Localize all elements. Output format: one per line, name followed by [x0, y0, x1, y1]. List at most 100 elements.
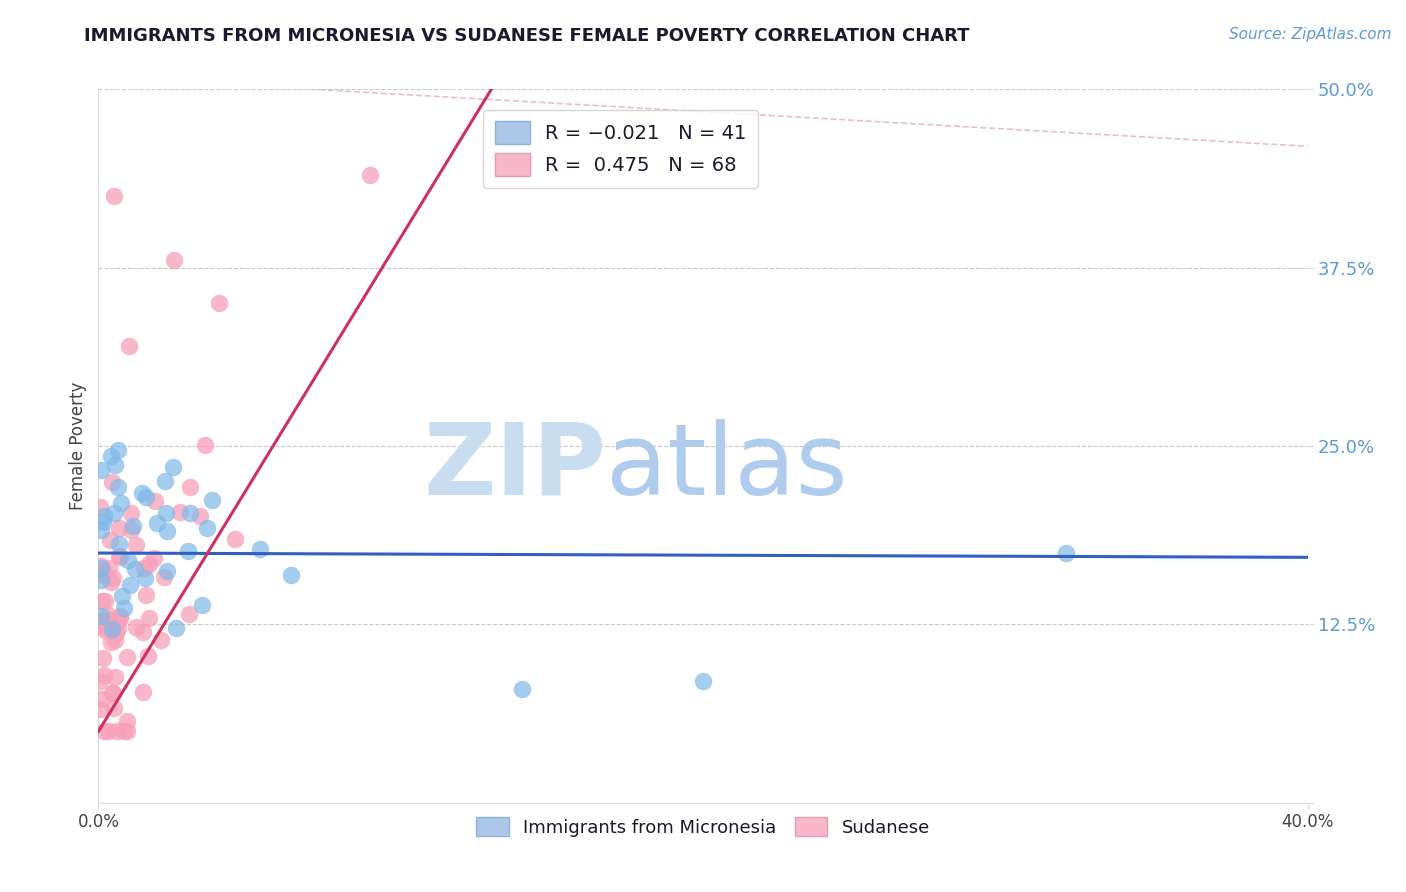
Point: [121, 519, 143, 533]
Point: [107, 480, 129, 494]
Point: [163, 253, 186, 268]
Point: [188, 508, 211, 523]
Point: [110, 496, 132, 510]
Point: [201, 493, 224, 508]
Point: [177, 543, 200, 558]
Point: [120, 506, 142, 520]
Point: [132, 685, 155, 699]
Point: [100, 635, 122, 649]
Point: [108, 611, 131, 625]
Point: [103, 507, 125, 521]
Point: [142, 550, 165, 565]
Point: [89, 500, 111, 514]
Point: [104, 669, 127, 683]
Point: [93, 567, 115, 582]
Text: atlas: atlas: [606, 419, 848, 516]
Point: [90, 609, 112, 624]
Point: [156, 564, 179, 578]
Point: [112, 724, 135, 739]
Point: [179, 480, 201, 494]
Point: [101, 570, 124, 584]
Point: [90, 523, 112, 537]
Point: [125, 619, 148, 633]
Point: [191, 598, 214, 612]
Point: [132, 624, 155, 639]
Point: [169, 505, 191, 519]
Point: [89, 702, 111, 716]
Point: [224, 533, 246, 547]
Point: [107, 443, 129, 458]
Point: [100, 574, 122, 589]
Point: [360, 168, 382, 182]
Point: [104, 458, 127, 472]
Point: [117, 553, 139, 567]
Point: [91, 651, 114, 665]
Point: [177, 607, 200, 622]
Point: [124, 561, 146, 575]
Point: [105, 724, 128, 739]
Point: [136, 648, 159, 663]
Point: [134, 571, 156, 585]
Point: [98, 724, 121, 739]
Point: [101, 686, 124, 700]
Point: [100, 622, 122, 636]
Point: [91, 515, 114, 529]
Point: [94, 623, 117, 637]
Point: [115, 650, 138, 665]
Point: [100, 613, 122, 627]
Y-axis label: Female Poverty: Female Poverty: [69, 382, 87, 510]
Point: [510, 681, 533, 696]
Point: [107, 614, 129, 628]
Point: [156, 524, 179, 538]
Point: [194, 438, 217, 452]
Point: [98, 533, 121, 547]
Point: [1054, 546, 1077, 560]
Point: [105, 626, 128, 640]
Text: Source: ZipAtlas.com: Source: ZipAtlas.com: [1229, 27, 1392, 42]
Point: [93, 620, 115, 634]
Point: [118, 577, 141, 591]
Point: [100, 449, 122, 463]
Point: [97, 607, 120, 622]
Point: [115, 724, 138, 739]
Point: [125, 538, 148, 552]
Point: [108, 549, 131, 563]
Point: [143, 494, 166, 508]
Point: [138, 557, 160, 571]
Point: [90, 558, 112, 573]
Point: [90, 594, 112, 608]
Point: [138, 610, 160, 624]
Point: [165, 622, 187, 636]
Point: [103, 700, 125, 714]
Point: [101, 475, 124, 490]
Point: [280, 568, 302, 582]
Point: [195, 520, 218, 534]
Point: [94, 593, 117, 607]
Point: [162, 459, 184, 474]
Point: [90, 574, 112, 588]
Point: [115, 714, 138, 729]
Point: [108, 521, 131, 535]
Point: [93, 508, 115, 523]
Point: [692, 674, 714, 689]
Point: [90, 691, 112, 706]
Point: [101, 686, 124, 700]
Point: [93, 668, 115, 682]
Point: [120, 524, 142, 538]
Point: [98, 561, 121, 575]
Legend: Immigrants from Micronesia, Sudanese: Immigrants from Micronesia, Sudanese: [470, 810, 936, 844]
Text: ZIP: ZIP: [423, 419, 606, 516]
Point: [249, 542, 271, 557]
Point: [132, 561, 155, 575]
Point: [118, 339, 141, 353]
Point: [153, 474, 176, 488]
Text: IMMIGRANTS FROM MICRONESIA VS SUDANESE FEMALE POVERTY CORRELATION CHART: IMMIGRANTS FROM MICRONESIA VS SUDANESE F…: [84, 27, 970, 45]
Point: [146, 516, 169, 530]
Point: [103, 189, 125, 203]
Point: [107, 537, 129, 551]
Point: [153, 569, 176, 583]
Point: [179, 506, 201, 520]
Point: [135, 490, 157, 504]
Point: [107, 621, 129, 635]
Point: [110, 609, 132, 624]
